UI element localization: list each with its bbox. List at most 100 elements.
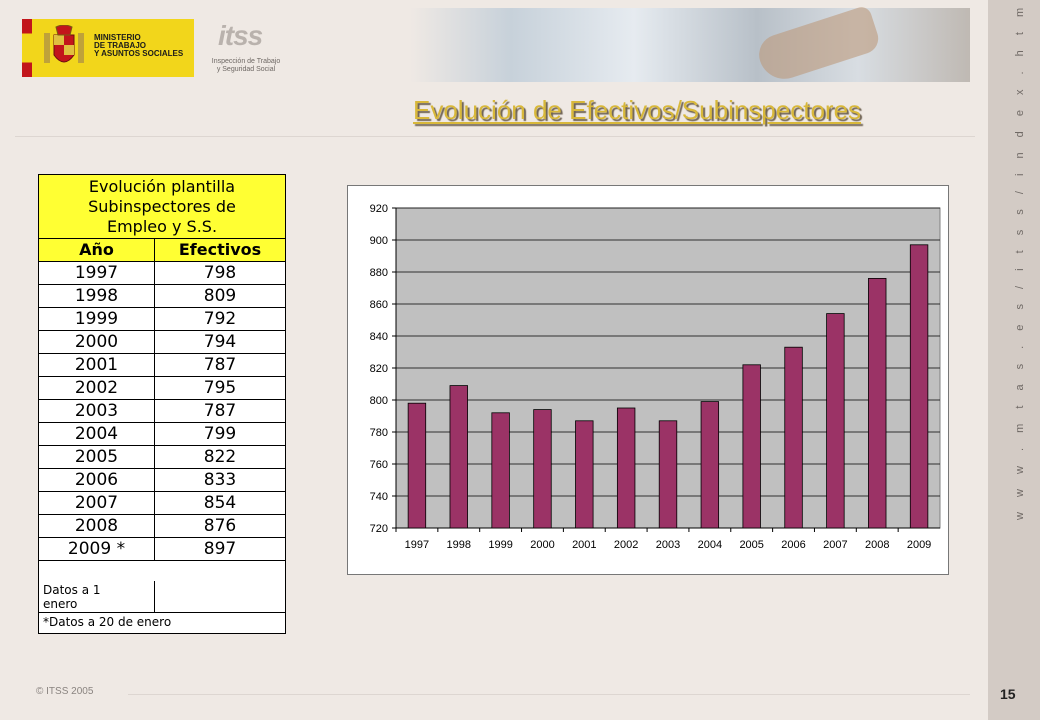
x-tick-label: 1999 xyxy=(488,539,512,551)
page-title: Evolución de Efectivos/Subinspectores xyxy=(413,95,862,125)
x-tick-label: 2006 xyxy=(781,539,805,551)
bar xyxy=(742,364,761,529)
bar xyxy=(533,409,552,529)
ministry-logo: MINISTERIO DE TRABAJO Y ASUNTOS SOCIALES xyxy=(22,19,194,77)
bar xyxy=(449,385,468,529)
staff-cell: 799 xyxy=(203,424,237,444)
year-cell: 1997 xyxy=(39,262,155,284)
year-cell: 2009 * xyxy=(39,538,155,560)
staff-cell: 798 xyxy=(203,263,237,283)
staff-cell: 792 xyxy=(203,309,237,329)
bar-chart: 720 740 760 780 800 820 840 860 880 900 920 1997 199… xyxy=(347,185,949,575)
hand-writing-image xyxy=(753,4,883,86)
url-text: w w w . m t a s . e s / i t s s / i n d … xyxy=(1014,0,1026,520)
year-cell: 2000 xyxy=(39,331,155,353)
staff-cell: 897 xyxy=(203,539,237,559)
column-header-year: Año xyxy=(39,239,155,261)
year-cell: 2005 xyxy=(39,446,155,468)
staff-cell: 795 xyxy=(203,378,237,398)
spain-flag-icon xyxy=(22,19,32,77)
copyright: © ITSS 2005 xyxy=(36,686,94,697)
column-header-staff: Efectivos xyxy=(178,240,262,259)
y-tick-label: 860 xyxy=(370,299,388,311)
staff-table: Evolución plantilla Subinspectores de Em… xyxy=(38,174,286,634)
x-tick-label: 2009 xyxy=(907,539,931,551)
table-header-row: Año Efectivos xyxy=(39,239,285,262)
table-row: 1998 809 xyxy=(39,285,285,308)
staff-cell: 794 xyxy=(203,332,237,352)
footer-divider xyxy=(128,694,970,695)
page-number: 15 xyxy=(1000,686,1016,702)
year-cell: 2002 xyxy=(39,377,155,399)
staff-cell: 854 xyxy=(203,493,237,513)
bar xyxy=(868,278,887,529)
bar xyxy=(407,402,427,529)
y-tick-label: 800 xyxy=(370,395,388,407)
table-row: 2002 795 xyxy=(39,377,285,400)
y-tick-label: 900 xyxy=(370,235,388,247)
bar xyxy=(700,401,720,529)
table-row: 2000 794 xyxy=(39,331,285,354)
itss-logo-word: itss xyxy=(218,20,263,51)
year-cell: 1998 xyxy=(39,285,155,307)
y-tick-label: 720 xyxy=(370,523,388,535)
header-divider xyxy=(15,136,975,137)
x-tick-label: 2008 xyxy=(865,539,889,551)
note-label: Datos a 1 enero xyxy=(39,581,155,612)
year-cell: 1999 xyxy=(39,308,155,330)
header-photo xyxy=(410,4,970,86)
year-cell: 2007 xyxy=(39,492,155,514)
table-row: 2009 * 897 xyxy=(39,538,285,561)
x-tick-label: 1997 xyxy=(405,539,429,551)
year-cell: 2006 xyxy=(39,469,155,491)
table-row: 2008 876 xyxy=(39,515,285,538)
table-row: 2001 787 xyxy=(39,354,285,377)
y-tick-label: 740 xyxy=(370,491,388,503)
staff-cell: 833 xyxy=(203,470,237,490)
bar xyxy=(909,244,929,529)
year-cell: 2008 xyxy=(39,515,155,537)
y-tick-label: 760 xyxy=(370,459,388,471)
y-tick-label: 880 xyxy=(370,267,388,279)
x-tick-label: 2000 xyxy=(530,539,554,551)
y-tick-label: 780 xyxy=(370,427,388,439)
table-footnote: *Datos a 20 de enero xyxy=(43,615,172,629)
x-tick-label: 2005 xyxy=(739,539,763,551)
bar xyxy=(491,412,510,529)
right-side-bar xyxy=(988,0,1040,720)
year-cell: 2001 xyxy=(39,354,155,376)
note-row: Datos a 1 enero xyxy=(39,581,285,613)
bar xyxy=(658,420,678,529)
x-tick-label: 2002 xyxy=(614,539,638,551)
staff-cell: 822 xyxy=(203,447,237,467)
itss-caption: Inspección de Trabajo y Seguridad Social xyxy=(211,58,281,73)
x-tick-label: 2003 xyxy=(656,539,680,551)
staff-cell: 787 xyxy=(203,401,237,421)
vertical-url: w w w . m t a s . e s / i t s s / i n d … xyxy=(992,0,1036,520)
year-cell: 2003 xyxy=(39,400,155,422)
table-row: 2005 822 xyxy=(39,446,285,469)
table-row: 2003 787 xyxy=(39,400,285,423)
chart-svg: 720 740 760 780 800 820 840 860 880 900 920 1997 199… xyxy=(370,203,941,551)
staff-cell: 876 xyxy=(203,516,237,536)
bar xyxy=(826,313,845,529)
staff-cell: 787 xyxy=(203,355,237,375)
year-cell: 2004 xyxy=(39,423,155,445)
table-title: Evolución plantilla Subinspectores de Em… xyxy=(39,175,285,239)
x-tick-label: 2001 xyxy=(572,539,596,551)
table-row: 2006 833 xyxy=(39,469,285,492)
x-tick-label: 1998 xyxy=(447,539,471,551)
bar xyxy=(784,346,803,529)
table-row: 1997 798 xyxy=(39,262,285,285)
y-tick-label: 920 xyxy=(370,203,388,215)
table-row: 1999 792 xyxy=(39,308,285,331)
table-row: 2007 854 xyxy=(39,492,285,515)
y-tick-label: 820 xyxy=(370,363,388,375)
x-tick-label: 2007 xyxy=(823,539,847,551)
y-tick-label: 840 xyxy=(370,331,388,343)
coat-of-arms-icon xyxy=(44,25,84,63)
staff-cell: 809 xyxy=(203,286,237,306)
ministry-name: MINISTERIO DE TRABAJO Y ASUNTOS SOCIALES xyxy=(94,33,184,58)
bar xyxy=(575,420,594,529)
x-tick-label: 2004 xyxy=(698,539,722,551)
